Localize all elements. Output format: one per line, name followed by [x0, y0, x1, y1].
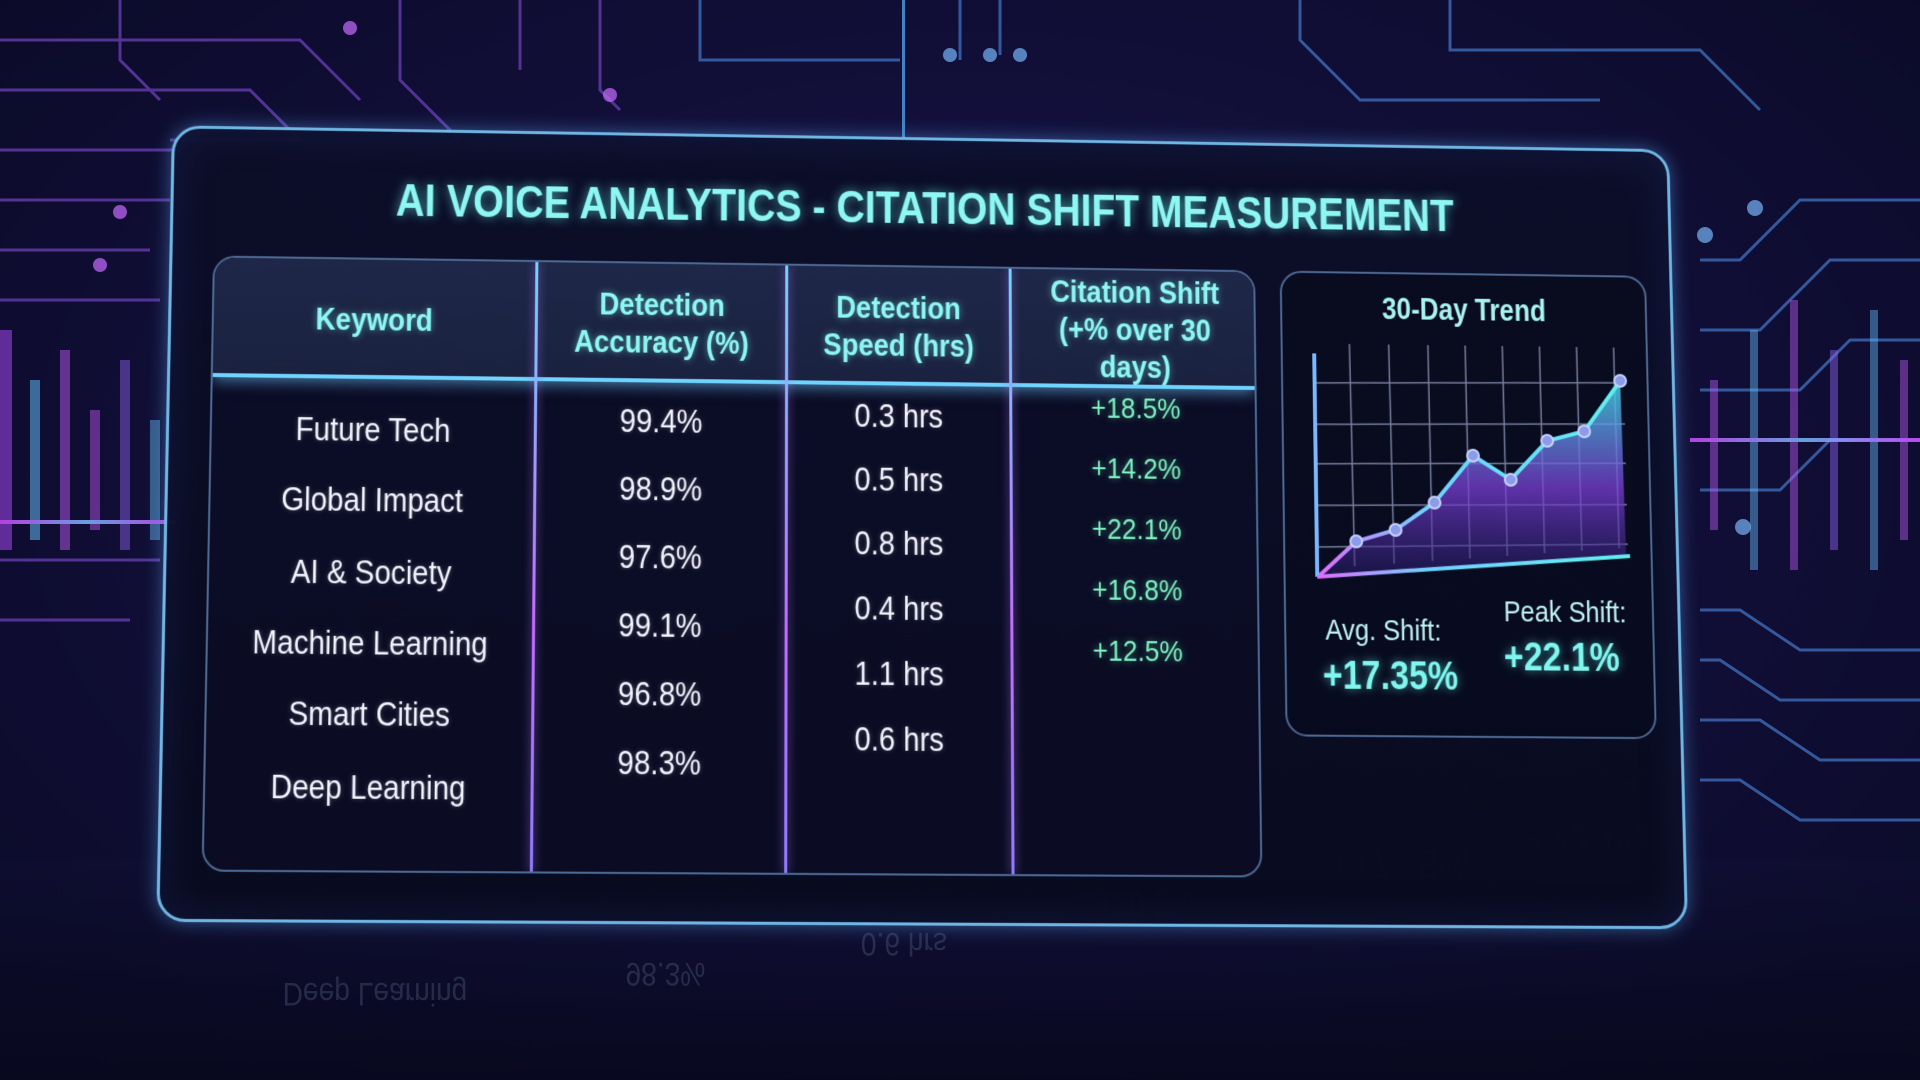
table-row-accuracy: 98.3%	[617, 743, 702, 782]
dashboard-panel: AI VOICE ANALYTICS - CITATION SHIFT MEAS…	[156, 125, 1689, 930]
table-row-accuracy: 99.4%	[619, 401, 703, 440]
header-citation-shift: Citation Shift (+% over 30 days)	[1050, 273, 1220, 385]
table-row-keyword: Smart Cities	[288, 694, 451, 734]
header-keyword: Keyword	[315, 300, 434, 338]
table-row-keyword: AI & Society	[290, 552, 452, 592]
dashboard-title: AI VOICE ANALYTICS - CITATION SHIFT MEAS…	[395, 174, 1455, 241]
table-row-speed: 0.8 hrs	[854, 524, 944, 563]
header-detection-speed: Detection Speed (hrs)	[823, 288, 975, 364]
table-row-accuracy: 96.8%	[617, 674, 702, 713]
y-axis	[1314, 353, 1317, 576]
table-row-speed: 0.5 hrs	[854, 460, 944, 499]
table-row-speed: 0.4 hrs	[854, 589, 944, 628]
header-detection-accuracy: Detection Accuracy (%)	[574, 285, 749, 361]
table-row-speed: 0.3 hrs	[854, 396, 944, 435]
table-row-keyword: Future Tech	[295, 410, 451, 449]
peak-shift-value: +22.1%	[1503, 635, 1621, 681]
table-row-shift: +12.5%	[1092, 634, 1183, 669]
table-row-keyword: Global Impact	[280, 480, 464, 520]
reflection-accuracy: 98.3%	[625, 956, 706, 992]
table-row-speed: 0.6 hrs	[854, 720, 945, 759]
table-row-accuracy: 98.9%	[619, 469, 703, 508]
table-row-shift: +16.8%	[1092, 573, 1183, 608]
reflection-keyword: Deep Learning	[282, 976, 468, 1012]
table-row-keyword: Machine Learning	[252, 622, 488, 663]
table-row-shift: +18.5%	[1090, 391, 1181, 426]
trend-panel: 30-Day Trend	[1279, 270, 1657, 740]
avg-shift-label: Avg. Shift:	[1325, 613, 1442, 648]
table-row-keyword: Deep Learning	[270, 767, 466, 807]
table-row-accuracy: 99.1%	[618, 606, 702, 645]
metrics-table: Keyword Detection Accuracy (%) Detection…	[201, 255, 1263, 878]
avg-shift-value: +17.35%	[1322, 653, 1459, 699]
table-row-shift: +14.2%	[1091, 452, 1182, 486]
table-row-accuracy: 97.6%	[618, 537, 703, 576]
reflection-speed: 0.6 hrs	[860, 926, 947, 962]
peak-shift-label: Peak Shift:	[1503, 595, 1627, 630]
table-row-shift: +22.1%	[1091, 512, 1182, 547]
trend-chart	[1310, 344, 1639, 594]
chart-data-points	[1348, 371, 1630, 550]
table-row-speed: 1.1 hrs	[854, 654, 944, 693]
trend-title: 30-Day Trend	[1381, 291, 1547, 329]
